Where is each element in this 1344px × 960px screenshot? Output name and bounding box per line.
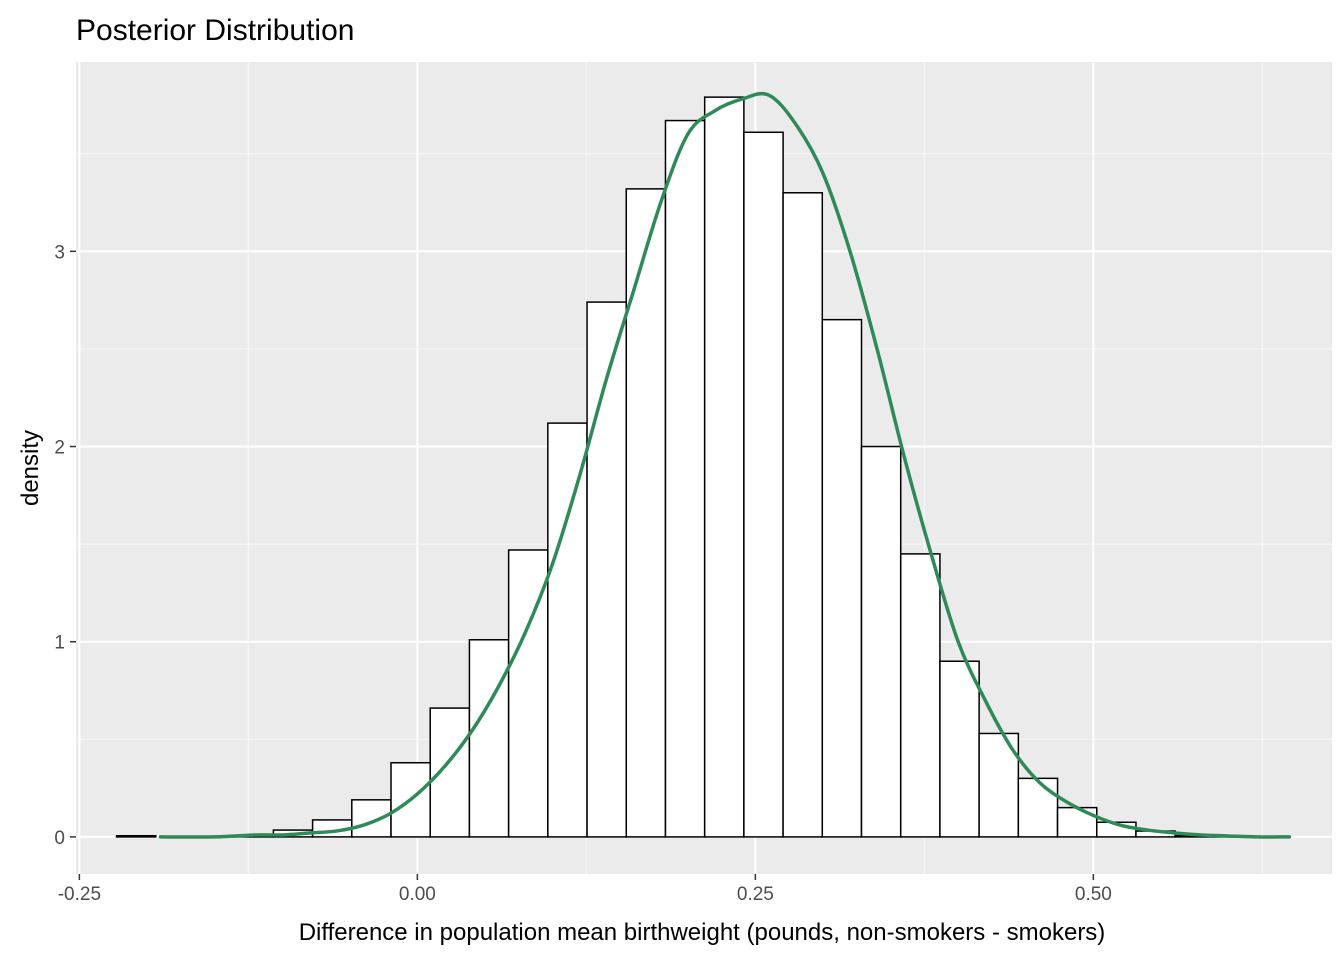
y-tick-label: 2 <box>54 438 65 459</box>
y-tick-label: 1 <box>54 633 65 654</box>
histogram-bar <box>821 318 863 838</box>
histogram-bar <box>664 119 706 838</box>
histogram-bar <box>547 422 588 838</box>
x-tick-label: -0.25 <box>58 884 101 905</box>
x-axis-title: Difference in population mean birthweigh… <box>299 919 1106 946</box>
histogram-bar <box>429 707 471 838</box>
y-axis: 0 1 2 3 <box>54 242 76 849</box>
histogram-bar <box>1017 777 1059 838</box>
histogram-bar <box>939 660 980 838</box>
histogram-bar <box>743 131 784 838</box>
histogram-bar <box>468 639 510 838</box>
histogram-bar <box>899 553 941 838</box>
histogram-bars <box>115 96 1255 838</box>
y-tick-label: 3 <box>54 242 65 263</box>
histogram-bar <box>860 445 902 838</box>
x-tick-label: 0.00 <box>399 884 436 905</box>
x-axis: -0.25 0.00 0.25 0.50 <box>58 874 1112 905</box>
x-tick-label: 0.25 <box>737 884 774 905</box>
histogram-bar <box>351 799 392 838</box>
chart-title: Posterior Distribution <box>76 14 354 47</box>
histogram-bar <box>115 834 157 838</box>
histogram-bar <box>703 96 745 838</box>
histogram-bar <box>1056 806 1098 838</box>
x-tick-label: 0.50 <box>1075 884 1112 905</box>
y-axis-title: density <box>17 430 44 506</box>
density-curve <box>158 91 1292 839</box>
y-tick-label: 0 <box>54 828 65 849</box>
histogram-bar <box>782 192 824 838</box>
density-curve-group <box>158 91 1292 839</box>
histogram-bar <box>625 188 667 838</box>
